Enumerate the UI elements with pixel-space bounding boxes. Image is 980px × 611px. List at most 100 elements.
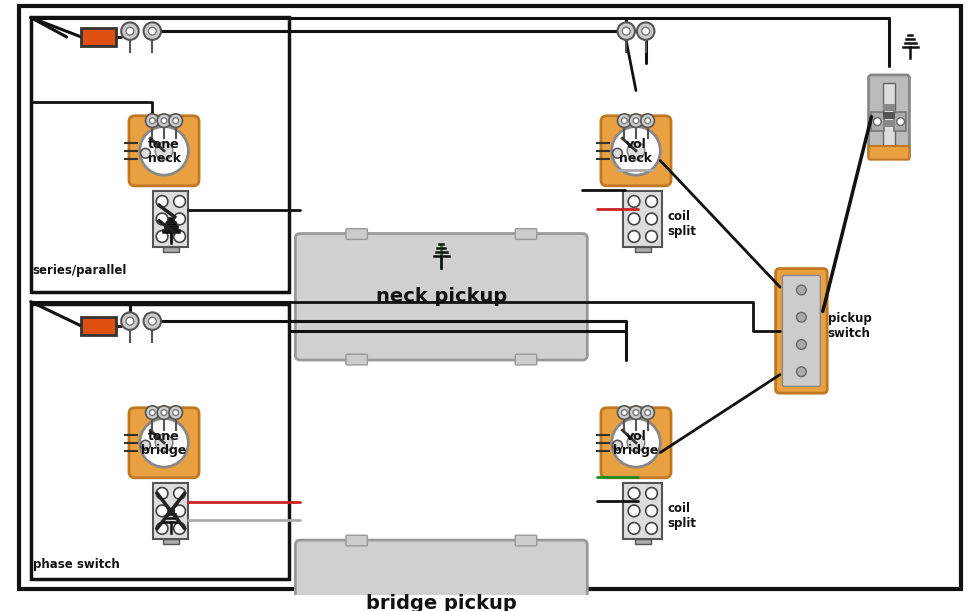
Bar [623,483,662,539]
Circle shape [144,23,161,40]
Circle shape [173,505,185,517]
Circle shape [612,441,622,450]
Circle shape [628,505,640,517]
Bar [623,191,662,247]
FancyBboxPatch shape [346,354,368,365]
Circle shape [797,340,807,349]
FancyBboxPatch shape [295,233,587,360]
Circle shape [627,434,645,452]
Circle shape [157,406,171,419]
Bar [81,317,117,335]
Circle shape [646,488,658,499]
Bar [635,247,651,252]
Text: pickup
switch: pickup switch [828,312,871,340]
Text: bridge: bridge [613,444,659,457]
Text: vol: vol [625,139,647,152]
Circle shape [156,522,168,534]
Circle shape [161,118,167,123]
Bar [30,304,288,579]
Text: neck pickup: neck pickup [375,287,507,306]
Circle shape [628,213,640,225]
Circle shape [145,114,159,128]
Circle shape [149,118,155,123]
Circle shape [621,118,627,123]
Circle shape [645,118,651,123]
Bar [883,82,895,151]
Circle shape [173,488,185,499]
Circle shape [172,410,178,415]
Text: bridge: bridge [141,444,187,457]
Circle shape [169,406,182,419]
Bar [883,120,895,126]
FancyBboxPatch shape [129,116,199,186]
Text: series/parallel: series/parallel [32,264,127,277]
Bar [635,539,651,544]
FancyBboxPatch shape [129,408,199,478]
Text: tone: tone [148,430,180,444]
FancyBboxPatch shape [601,116,671,186]
Circle shape [612,148,622,158]
Circle shape [629,114,643,128]
Circle shape [173,230,185,243]
Circle shape [122,23,139,40]
Circle shape [155,434,172,452]
Circle shape [641,406,655,419]
FancyBboxPatch shape [515,535,537,546]
Circle shape [646,505,658,517]
Bar [81,28,117,46]
Circle shape [797,285,807,295]
Circle shape [633,118,639,123]
Bar [30,16,288,292]
Circle shape [161,410,167,415]
Circle shape [797,367,807,376]
FancyBboxPatch shape [515,229,537,240]
Circle shape [617,114,631,128]
Circle shape [633,410,639,415]
Text: neck: neck [148,152,180,165]
Text: neck: neck [619,152,653,165]
Text: tone: tone [148,139,180,152]
Circle shape [645,410,651,415]
Text: vol: vol [625,430,647,444]
Circle shape [126,317,134,325]
Circle shape [140,419,188,467]
Circle shape [172,118,178,123]
Circle shape [169,114,182,128]
Circle shape [617,23,635,40]
FancyBboxPatch shape [515,354,537,365]
Circle shape [646,213,658,225]
Circle shape [173,196,185,207]
Bar [163,539,178,544]
Text: bridge pickup: bridge pickup [366,594,516,611]
Circle shape [144,312,161,330]
Text: coil
split: coil split [667,210,696,238]
Circle shape [173,522,185,534]
FancyBboxPatch shape [601,408,671,478]
Circle shape [145,406,159,419]
FancyBboxPatch shape [346,229,368,240]
Circle shape [642,27,650,35]
Circle shape [627,142,645,159]
FancyBboxPatch shape [782,276,820,386]
Circle shape [149,410,155,415]
Circle shape [126,27,134,35]
Text: phase switch: phase switch [32,558,120,571]
Circle shape [617,406,631,419]
FancyBboxPatch shape [775,269,827,393]
FancyBboxPatch shape [346,535,368,546]
FancyBboxPatch shape [295,540,587,611]
Circle shape [156,505,168,517]
Circle shape [173,213,185,225]
Circle shape [141,441,150,450]
FancyBboxPatch shape [868,75,909,159]
Circle shape [156,488,168,499]
Circle shape [148,317,156,325]
Bar [153,191,188,247]
FancyBboxPatch shape [868,146,909,159]
Circle shape [155,142,172,159]
Circle shape [646,230,658,243]
Bar [883,112,895,119]
Circle shape [148,27,156,35]
Circle shape [873,118,881,125]
Circle shape [140,126,188,175]
